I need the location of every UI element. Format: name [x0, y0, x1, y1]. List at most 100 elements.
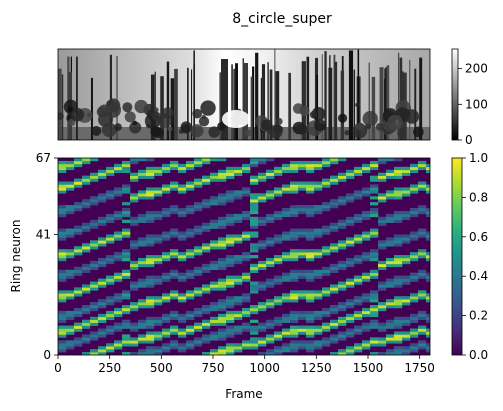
heatmap-cell	[66, 272, 75, 276]
heatmap-cell	[330, 269, 339, 273]
heatmap-cell	[370, 196, 379, 200]
panorama-bush	[356, 122, 365, 131]
heatmap-cell	[114, 278, 123, 282]
heatmap-cell	[66, 325, 75, 329]
heatmap-cell	[210, 305, 219, 309]
heatmap-cell	[370, 343, 379, 347]
heatmap-cell	[162, 334, 171, 338]
heatmap-cell	[266, 193, 275, 197]
heatmap-cell	[218, 237, 227, 241]
heatmap-cell	[322, 287, 331, 291]
heatmap-cell	[322, 202, 331, 206]
heatmap-cell	[210, 246, 219, 250]
heatmap-cell	[66, 228, 75, 232]
heatmap-cell	[130, 305, 139, 309]
heatmap-cell	[122, 249, 131, 253]
heatmap-cell	[234, 328, 243, 332]
heatmap-cell	[170, 325, 179, 329]
heatmap-cell	[242, 193, 251, 197]
heatmap-cell	[410, 207, 419, 212]
heatmap-cell	[178, 334, 187, 338]
heatmap-cell	[410, 293, 419, 297]
heatmap-cell	[330, 228, 339, 232]
heatmap-cell	[394, 240, 403, 244]
heatmap-cell	[218, 307, 227, 312]
heatmap-cell	[370, 178, 379, 182]
heatmap-cell	[210, 263, 219, 268]
heatmap-cell	[58, 255, 67, 259]
heatmap-cell	[226, 313, 235, 318]
heatmap-cell	[322, 266, 331, 271]
heatmap-cell	[378, 158, 387, 162]
heatmap-cell	[106, 331, 115, 335]
heatmap-cell	[114, 210, 123, 215]
heatmap-cell	[354, 234, 363, 238]
heatmap-cell	[106, 346, 115, 350]
heatmap-cell	[106, 237, 115, 241]
heatmap-cell	[306, 205, 315, 209]
heatmap-cell	[202, 352, 211, 355]
heatmap-cell	[74, 249, 83, 253]
heatmap-cell	[354, 219, 363, 223]
heatmap-cell	[138, 193, 147, 197]
heatmap-cell	[298, 346, 307, 350]
heatmap-cell	[306, 313, 315, 318]
heatmap-cell	[186, 346, 195, 350]
heatmap-cell	[146, 302, 155, 306]
heatmap-cell	[210, 222, 219, 226]
heatmap-cell	[290, 275, 299, 279]
heatmap-cell	[122, 190, 131, 194]
heatmap-cell	[410, 334, 419, 338]
heatmap-cell	[346, 302, 355, 306]
x-tick-label: 1000	[249, 361, 280, 375]
heatmap-cell	[330, 243, 339, 247]
heatmap-cell	[362, 275, 371, 279]
heatmap-cell	[394, 305, 403, 309]
heatmap-cell	[242, 310, 251, 315]
heatmap-cell	[402, 234, 411, 238]
heatmap-cell	[410, 319, 419, 323]
heatmap-cell	[146, 193, 155, 197]
heatmap-cell	[266, 169, 275, 174]
panorama-tree	[261, 64, 266, 140]
heatmap-cell	[226, 257, 235, 262]
heatmap-cell	[98, 284, 107, 288]
heatmap-cell	[362, 293, 371, 297]
heatmap-cell	[378, 281, 387, 285]
heatmap-cell	[138, 216, 147, 221]
heatmap-cell	[242, 299, 251, 303]
heatmap-cell	[186, 272, 195, 276]
panorama-tree	[243, 63, 248, 140]
heatmap-cell	[306, 163, 315, 168]
heatmap-cell	[338, 337, 347, 341]
heatmap-cell	[290, 210, 299, 215]
heatmap-cell	[218, 284, 227, 288]
heatmap-cell	[154, 260, 163, 265]
heatmap-cell	[226, 281, 235, 285]
viridis-colorbar: 0.00.20.40.60.81.0	[451, 151, 488, 362]
heatmap-cell	[106, 296, 115, 300]
heatmap-cell	[202, 310, 211, 315]
heatmap-cell	[370, 255, 379, 259]
heatmap-cell	[402, 187, 411, 191]
heatmap-cell	[370, 296, 379, 300]
heatmap-cell	[82, 175, 91, 179]
heatmap-cell	[322, 293, 331, 297]
heatmap-cell	[114, 257, 123, 262]
heatmap-cell	[290, 160, 299, 165]
heatmap-cell	[82, 160, 91, 165]
heatmap-cell	[354, 346, 363, 350]
heatmap-cell	[90, 305, 99, 309]
heatmap-cell	[298, 210, 307, 215]
heatmap-cell	[194, 328, 203, 332]
heatmap-cell	[162, 190, 171, 194]
heatmap-cell	[82, 319, 91, 323]
heatmap-cell	[266, 196, 275, 200]
heatmap-cell	[354, 255, 363, 259]
heatmap-cell	[418, 187, 427, 191]
heatmap-cell	[242, 313, 251, 318]
heatmap-cell	[418, 313, 427, 318]
heatmap-cell	[154, 322, 163, 326]
heatmap-cell	[154, 237, 163, 241]
heatmap-cell	[250, 307, 259, 312]
